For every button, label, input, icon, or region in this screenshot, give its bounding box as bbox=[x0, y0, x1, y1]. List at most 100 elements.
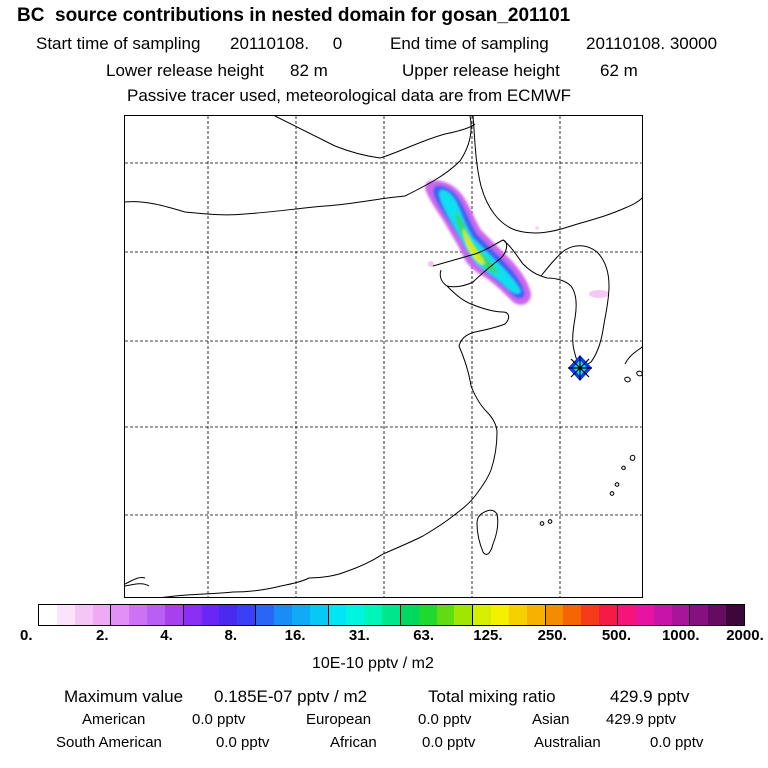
coast-taiwan bbox=[476, 509, 499, 555]
region-name: Asian bbox=[532, 711, 570, 728]
color-scale-tick: 63. bbox=[413, 627, 435, 644]
coast-east-china bbox=[382, 431, 498, 555]
color-scale-tick: 16. bbox=[284, 627, 306, 644]
color-scale-cell bbox=[129, 605, 148, 625]
color-scale-cell bbox=[653, 605, 672, 625]
color-scale-cell bbox=[346, 605, 365, 625]
color-scale-tick: 8. bbox=[224, 627, 238, 644]
border-manchuria bbox=[472, 116, 642, 234]
region-name: Australian bbox=[534, 734, 601, 751]
island-a bbox=[624, 376, 631, 383]
color-scale-cell bbox=[563, 605, 582, 625]
color-scale-cell bbox=[581, 605, 600, 625]
color-scale-tick: 31. bbox=[348, 627, 370, 644]
color-scale-cell bbox=[219, 605, 238, 625]
coast-jiangsu bbox=[458, 345, 498, 433]
color-scale-cell bbox=[364, 605, 383, 625]
lat-lon-grid bbox=[125, 116, 642, 597]
color-scale-cell bbox=[39, 605, 57, 625]
region-value: 0.0 pptv bbox=[216, 734, 270, 751]
max-value-label: Maximum value bbox=[64, 687, 184, 706]
color-scale-cell bbox=[92, 605, 111, 625]
upper-release-label: Upper release height bbox=[402, 61, 560, 80]
max-value: 0.185E-07 pptv / m2 bbox=[214, 687, 368, 706]
color-scale-cell bbox=[74, 605, 93, 625]
coast-shandong bbox=[446, 285, 510, 347]
island-d bbox=[621, 465, 626, 470]
color-scale-cell bbox=[273, 605, 292, 625]
upper-release-value: 62 m bbox=[600, 61, 638, 80]
coast-liaodong bbox=[502, 239, 542, 277]
coast-korea bbox=[540, 245, 610, 366]
tracer-plume bbox=[425, 180, 609, 305]
color-scale-units: 10E-10 pptv / m2 bbox=[312, 655, 434, 672]
coast-japan-west bbox=[624, 346, 642, 365]
coast-south-china bbox=[161, 553, 384, 597]
color-scale-cell bbox=[617, 605, 636, 625]
color-scale-cell bbox=[56, 605, 75, 625]
region-name: American bbox=[82, 711, 146, 728]
plume-green bbox=[455, 212, 499, 274]
plume-cyan bbox=[439, 190, 521, 294]
end-time-value: 20110108. 30000 bbox=[586, 34, 718, 53]
island-e bbox=[614, 482, 620, 487]
start-time-value: 20110108. 0 bbox=[230, 34, 343, 53]
start-time-label: Start time of sampling bbox=[36, 34, 201, 53]
lower-release-value: 82 m bbox=[290, 61, 328, 80]
border-interior bbox=[125, 583, 150, 587]
region-value: 0.0 pptv bbox=[422, 734, 476, 751]
page-title: BC source contributions in nested domain… bbox=[17, 5, 571, 26]
color-scale-cell bbox=[201, 605, 220, 625]
island-h bbox=[547, 519, 553, 524]
color-scale-tick: 2000. bbox=[726, 627, 764, 644]
color-scale-cell bbox=[255, 605, 274, 625]
color-scale-cell bbox=[164, 605, 183, 625]
color-scale-cell bbox=[454, 605, 473, 625]
color-scale-cell bbox=[182, 605, 202, 625]
color-scale-cell bbox=[708, 605, 727, 625]
color-scale-tick: 4. bbox=[160, 627, 173, 644]
region-name: European bbox=[306, 711, 372, 728]
color-scale-cell bbox=[237, 605, 256, 625]
color-scale-cell bbox=[309, 605, 328, 625]
coastlines bbox=[125, 116, 642, 597]
color-scale-bar bbox=[38, 604, 745, 626]
color-scale-tick: 250. bbox=[537, 627, 567, 644]
color-scale-cell bbox=[689, 605, 709, 625]
color-scale-cell bbox=[382, 605, 400, 625]
color-scale-cell bbox=[327, 605, 347, 625]
color-scale-cell bbox=[491, 605, 509, 625]
color-scale-cell bbox=[147, 605, 165, 625]
border-mongolia bbox=[125, 116, 472, 216]
region-name: African bbox=[330, 734, 377, 751]
region-name: South American bbox=[56, 734, 162, 751]
map-panel bbox=[124, 115, 643, 598]
color-scale-cell bbox=[436, 605, 455, 625]
color-scale-cell bbox=[291, 605, 310, 625]
island-c bbox=[629, 454, 636, 461]
color-scale-cell bbox=[418, 605, 437, 625]
island-g bbox=[539, 521, 545, 526]
color-scale-cell bbox=[110, 605, 130, 625]
color-scale-cell bbox=[399, 605, 419, 625]
lower-release-label: Lower release height bbox=[106, 61, 264, 80]
color-scale-cell bbox=[472, 605, 492, 625]
region-value: 0.0 pptv bbox=[418, 711, 472, 728]
color-scale-tick: 1000. bbox=[661, 627, 700, 644]
region-value: 429.9 pptv bbox=[606, 711, 677, 728]
color-scale-cell bbox=[671, 605, 690, 625]
color-scale-tick: 125. bbox=[473, 627, 503, 644]
color-scale-cell bbox=[526, 605, 545, 625]
border-sw bbox=[125, 577, 146, 585]
total-mixing-value: 429.9 pptv bbox=[610, 687, 690, 706]
island-b bbox=[636, 370, 642, 377]
region-value: 0.0 pptv bbox=[192, 711, 246, 728]
tracer-info: Passive tracer used, meteorological data… bbox=[127, 86, 572, 105]
color-scale-cell bbox=[599, 605, 617, 625]
border-north bbox=[274, 116, 476, 159]
color-scale-tick: 2. bbox=[96, 627, 109, 644]
plume-yellow bbox=[463, 228, 485, 265]
region-value: 0.0 pptv bbox=[650, 734, 704, 751]
color-scale-tick: 500. bbox=[601, 627, 632, 644]
end-time-label: End time of sampling bbox=[390, 34, 549, 53]
